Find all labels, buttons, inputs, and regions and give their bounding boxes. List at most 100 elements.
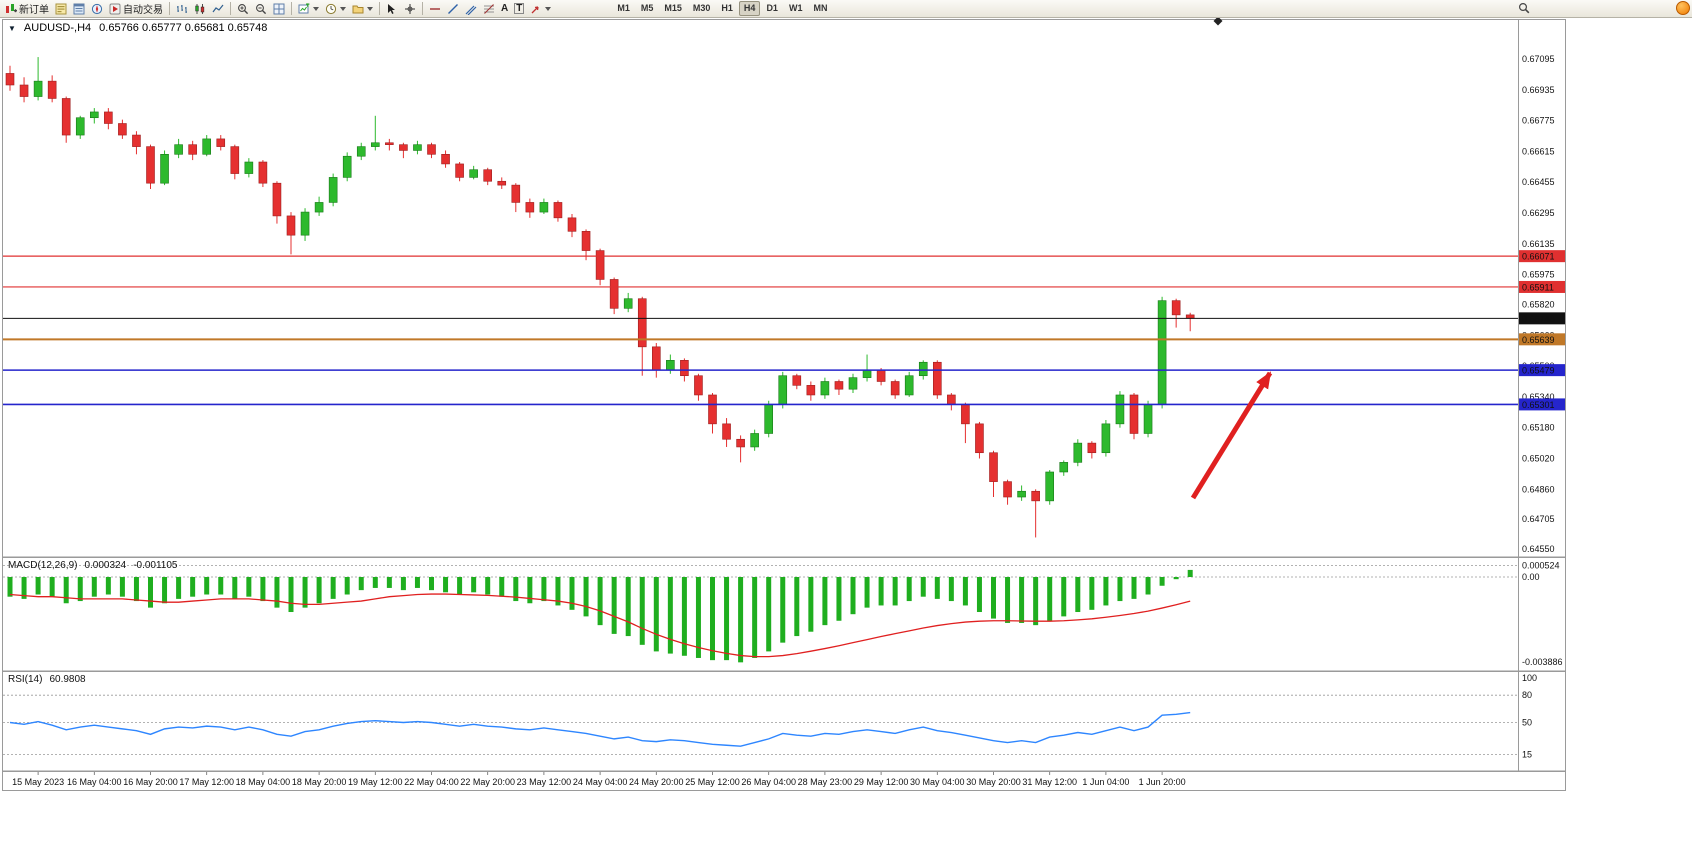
market-watch-button[interactable] <box>52 1 70 16</box>
timeframe-w1[interactable]: W1 <box>788 3 803 13</box>
navigator-button[interactable] <box>88 1 106 16</box>
candlesticks <box>5 57 1195 538</box>
rsi-axis-label: 80 <box>1522 690 1532 700</box>
macd-bar <box>724 577 730 661</box>
macd-bar <box>850 577 856 615</box>
time-axis: 15 May 2023 16 May 04:00 16 May 20:00 17 Ma… <box>12 772 1186 787</box>
macd-bar <box>681 577 687 656</box>
toolbar-separator <box>379 2 380 15</box>
candle <box>525 202 535 213</box>
macd-bar <box>822 577 828 626</box>
macd-bar <box>906 577 912 602</box>
timeframe-d1[interactable]: D1 <box>766 3 778 13</box>
horizontal-line-icon <box>430 7 440 10</box>
panel-splitter[interactable] <box>2 556 1566 559</box>
toolbar-separator <box>422 2 423 15</box>
chart-shift-marker[interactable] <box>1213 16 1223 26</box>
timeframe-m5[interactable]: M5 <box>640 3 654 13</box>
macd-bar <box>372 577 378 588</box>
templates-button[interactable] <box>349 1 376 16</box>
trendline-tool-button[interactable] <box>444 1 462 16</box>
zoom-out-icon <box>256 3 267 14</box>
candlestick-chart-button[interactable] <box>191 1 209 16</box>
candle <box>820 381 830 396</box>
macd-bar <box>204 577 210 595</box>
profiles-button[interactable] <box>322 1 349 16</box>
horizontal-line-tool-button[interactable] <box>426 1 444 16</box>
candle <box>1129 394 1139 434</box>
macd-bar <box>710 577 715 661</box>
candle <box>314 202 324 213</box>
timeframe-h1[interactable]: H1 <box>721 3 733 13</box>
panel-splitter[interactable] <box>2 770 1566 773</box>
label-tool-button[interactable]: T <box>511 1 527 16</box>
autotrading-button[interactable]: 自动交易 <box>106 1 166 16</box>
macd-axis-label: 0.00 <box>1522 572 1540 582</box>
candle <box>736 438 745 448</box>
arrows-tool-button[interactable] <box>527 1 554 16</box>
panel-splitter[interactable] <box>2 670 1566 673</box>
price-tick-label: 0.66775 <box>1522 116 1555 126</box>
price-tag-label: 0.65479 <box>1522 366 1555 376</box>
macd-bar <box>274 577 280 608</box>
horizontal-lines[interactable] <box>3 255 1518 406</box>
crosshair-button[interactable] <box>401 1 419 16</box>
data-window-icon <box>73 3 85 14</box>
candle <box>272 182 282 217</box>
channel-tool-button[interactable] <box>462 1 480 16</box>
text-tool-icon: A <box>501 3 509 14</box>
search-button[interactable] <box>1518 2 1530 14</box>
candle <box>876 369 886 382</box>
candle <box>230 146 240 174</box>
price-tick-label: 0.64860 <box>1522 484 1555 494</box>
candle <box>834 381 844 390</box>
symbol-dropdown-icon[interactable]: ▼ <box>8 23 16 33</box>
candle <box>1073 442 1083 463</box>
new-order-icon <box>6 3 17 13</box>
candle <box>750 433 759 448</box>
tile-windows-button[interactable] <box>270 1 288 16</box>
new-chart-button[interactable] <box>295 1 322 16</box>
macd-bar <box>443 577 449 593</box>
price-tick-label: 0.64550 <box>1522 544 1555 554</box>
cursor-button[interactable] <box>383 1 401 16</box>
candle <box>455 163 464 178</box>
timeframe-m1[interactable]: M1 <box>617 3 630 13</box>
time-label: 30 May 04:00 <box>910 777 965 787</box>
candle <box>637 298 647 348</box>
line-chart-button[interactable] <box>209 1 227 16</box>
timeframe-m30[interactable]: M30 <box>692 3 711 13</box>
notification-badge[interactable] <box>1676 1 1690 15</box>
macd-bar <box>1103 577 1109 606</box>
chart-ohlc: 0.65766 0.65777 0.65681 0.65748 <box>99 22 268 34</box>
trend-arrow-annotation[interactable] <box>1190 371 1273 500</box>
macd-bar <box>653 577 659 652</box>
data-window-button[interactable] <box>70 1 88 16</box>
candle <box>5 73 15 86</box>
trend-arrow[interactable] <box>1190 371 1273 500</box>
candle <box>356 146 366 157</box>
zoom-out-button[interactable] <box>252 1 270 16</box>
text-tool-button[interactable]: A <box>498 1 511 16</box>
time-label: 30 May 20:00 <box>966 777 1021 787</box>
zoom-in-button[interactable] <box>234 1 252 16</box>
candle <box>595 250 605 280</box>
timeframe-h4[interactable]: H4 <box>738 1 761 16</box>
timeframe-m15[interactable]: M15 <box>664 3 682 13</box>
candle <box>553 202 563 219</box>
macd-bar <box>920 577 926 597</box>
timeframe-mn[interactable]: MN <box>813 3 828 13</box>
tile-windows-icon <box>273 3 285 14</box>
macd-bar <box>119 577 125 597</box>
new-order-button[interactable]: 新订单 <box>2 1 52 16</box>
bar-chart-button[interactable] <box>173 1 191 16</box>
macd-bar <box>878 577 884 606</box>
candle <box>778 375 788 405</box>
macd-axis-label: -0.003886 <box>1522 657 1563 667</box>
time-label: 24 May 04:00 <box>573 777 628 787</box>
macd-bar <box>583 577 589 617</box>
fibonacci-tool-button[interactable] <box>480 1 498 16</box>
